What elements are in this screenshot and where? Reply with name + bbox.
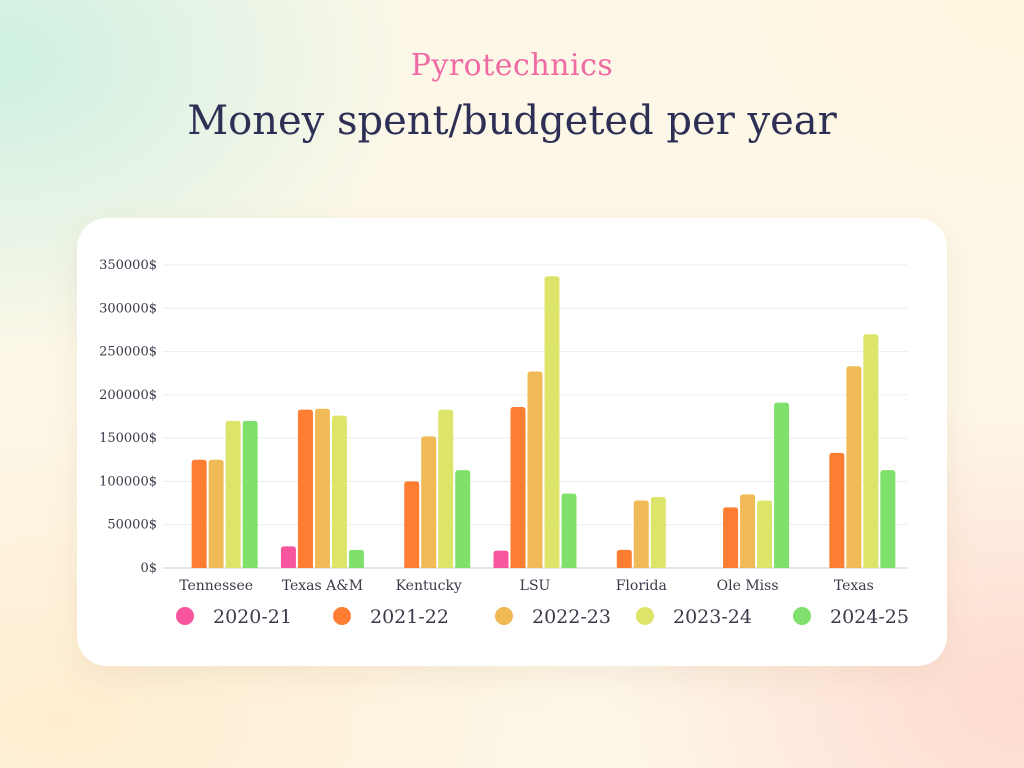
- chart-title: Money spent/budgeted per year: [187, 98, 837, 144]
- y-tick-label: 50000$: [107, 518, 157, 533]
- bar: [723, 507, 739, 568]
- bar: [208, 459, 224, 568]
- category-label: Ole Miss: [717, 578, 779, 594]
- y-tick-label: 350000$: [99, 258, 157, 273]
- bar: [438, 409, 454, 568]
- legend-marker: [793, 607, 811, 625]
- bar: [242, 420, 258, 568]
- chart-subtitle: Pyrotechnics: [410, 48, 614, 83]
- bar: [191, 459, 207, 568]
- bar: [527, 371, 543, 568]
- y-tick-label: 150000$: [99, 431, 157, 446]
- legend-label: 2020-21: [213, 606, 292, 628]
- bar: [404, 481, 420, 568]
- bar: [493, 550, 509, 568]
- legend-label: 2021-22: [370, 606, 449, 628]
- y-tick-label: 250000$: [99, 345, 157, 360]
- category-label: Texas: [834, 578, 874, 594]
- bar: [863, 334, 879, 568]
- bar: [348, 549, 364, 568]
- bar: [774, 402, 790, 568]
- bar: [616, 549, 632, 568]
- legend-label: 2024-25: [830, 606, 909, 628]
- bar: [225, 420, 241, 568]
- legend-label: 2022-23: [532, 606, 611, 628]
- legend-marker: [636, 607, 654, 625]
- bar: [633, 500, 649, 568]
- bar: [510, 406, 526, 568]
- category-label: LSU: [520, 578, 551, 594]
- legend-marker: [176, 607, 194, 625]
- bar: [280, 546, 296, 568]
- bar: [740, 494, 756, 568]
- bar: [561, 493, 577, 568]
- bar: [421, 436, 437, 568]
- legend-marker: [495, 607, 513, 625]
- bar: [650, 497, 666, 568]
- category-label: Texas A&M: [282, 578, 363, 594]
- legend-label: 2023-24: [673, 606, 752, 628]
- y-tick-label: 0$: [140, 561, 157, 576]
- legend-marker: [333, 607, 351, 625]
- y-tick-label: 100000$: [99, 474, 157, 489]
- category-label: Florida: [616, 578, 667, 594]
- bar: [880, 470, 896, 568]
- bar: [544, 276, 560, 568]
- bar: [331, 415, 347, 568]
- bar: [455, 470, 471, 568]
- y-tick-label: 300000$: [99, 301, 157, 316]
- y-tick-label: 200000$: [99, 388, 157, 403]
- bar: [829, 452, 845, 568]
- category-label: Kentucky: [396, 578, 462, 594]
- category-label: Tennessee: [179, 578, 253, 594]
- bar: [297, 409, 313, 568]
- bar: [757, 500, 773, 568]
- bar-chart: 0$ 50000$ 100000$ 150000$ 200000$ 250000$ 3000…: [99, 258, 909, 628]
- chart-card: 0$ 50000$ 100000$ 150000$ 200000$ 250000$ 3000…: [77, 218, 947, 666]
- bar: [314, 408, 330, 568]
- bar: [846, 366, 862, 568]
